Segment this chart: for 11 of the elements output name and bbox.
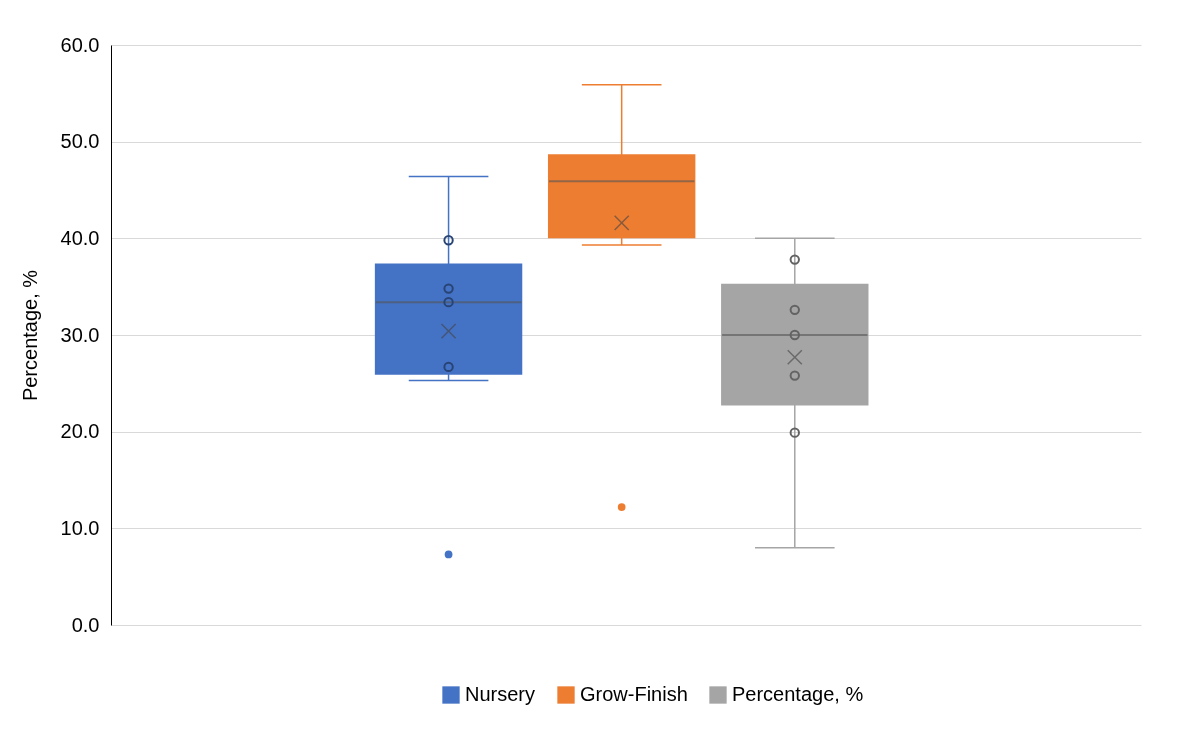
y-tick-label: 30.0 [60,323,100,346]
y-tick-label: 60.0 [60,33,100,56]
y-tick-label: 20.0 [60,420,100,443]
legend-label: Grow-Finish [580,683,688,705]
y-tick-label: 50.0 [60,130,100,153]
y-tick-label: 0.0 [71,613,100,636]
legend-label: Percentage, % [732,683,864,705]
y-axis-title: Percentage, % [18,269,41,402]
legend-label: Nursery [465,683,536,705]
y-tick-label: 40.0 [60,226,100,249]
y-tick-label: 10.0 [60,516,100,539]
